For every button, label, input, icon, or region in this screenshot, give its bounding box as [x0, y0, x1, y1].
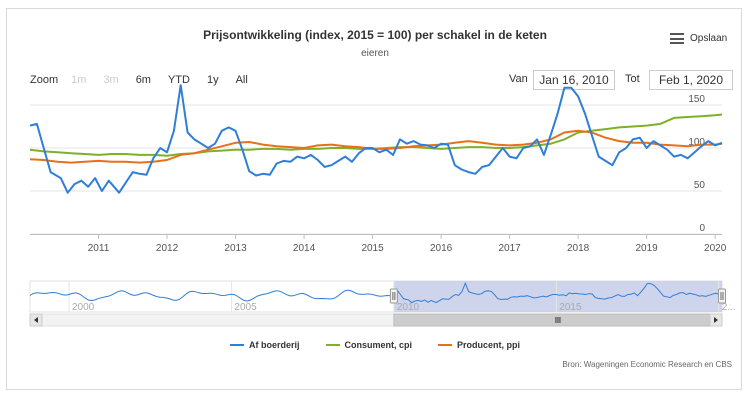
export-label: Opslaan [690, 33, 728, 44]
legend-label-producent: Producent, ppi [457, 340, 521, 350]
legend-swatch-consument [325, 344, 340, 346]
legend-item-producent[interactable]: Producent, ppi [438, 340, 520, 350]
chart-container [6, 8, 742, 390]
legend: Af boerderij Consument, cpi Producent, p… [0, 340, 750, 350]
legend-item-boerderij[interactable]: Af boerderij [229, 340, 300, 350]
zoom-ytd-button[interactable]: YTD [167, 74, 190, 86]
legend-label-consument: Consument, cpi [344, 340, 413, 350]
zoom-1m-button[interactable]: 1m [71, 74, 87, 86]
legend-swatch-producent [438, 344, 453, 346]
zoom-selector: Zoom 1m 3m 6m YTD 1y All [30, 72, 258, 88]
zoom-all-button[interactable]: All [235, 74, 248, 86]
hamburger-menu-icon [670, 33, 684, 44]
chart-subtitle: eieren [361, 48, 389, 59]
legend-swatch-boerderij [229, 344, 244, 346]
credits: Bron: Wageningen Economic Research en CB… [562, 360, 732, 369]
legend-label-boerderij: Af boerderij [248, 340, 300, 350]
to-label: Tot [625, 73, 640, 85]
legend-item-consument[interactable]: Consument, cpi [325, 340, 413, 350]
zoom-3m-button[interactable]: 3m [103, 74, 119, 86]
chart-title: Prijsontwikkeling (index, 2015 = 100) pe… [203, 28, 547, 42]
from-label: Van [509, 73, 528, 85]
from-date-input[interactable]: Jan 16, 2010 [533, 70, 615, 90]
to-date-input[interactable]: Feb 1, 2020 [649, 70, 733, 90]
zoom-label: Zoom [30, 74, 59, 86]
export-button[interactable]: Opslaan [670, 33, 727, 44]
zoom-6m-button[interactable]: 6m [135, 74, 151, 86]
zoom-1y-button[interactable]: 1y [206, 74, 219, 86]
